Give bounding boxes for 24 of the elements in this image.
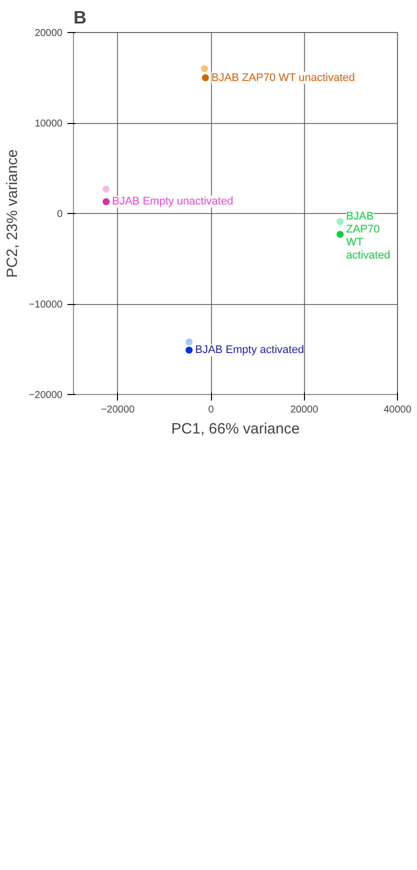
x-axis-title: PC1, 66% variance	[171, 420, 300, 438]
x-tick-label: −20000	[100, 404, 136, 416]
y-tick-label: 10000	[34, 118, 63, 130]
series-label: BJAB Empty unactivated	[112, 196, 234, 208]
point	[186, 346, 193, 354]
y-tick-label: −10000	[28, 300, 63, 310]
series-label: BJAB ZAP70 WT unactivated	[211, 72, 355, 84]
point	[336, 230, 344, 238]
point	[186, 338, 193, 346]
y-tick-label: 20000	[34, 28, 63, 39]
y-axis-title: PC2, 23% variance	[4, 149, 21, 278]
point	[336, 218, 344, 226]
series-label: BJAB ZAP70 WT activated	[346, 210, 390, 262]
point	[201, 65, 208, 72]
series-label: BJAB Empty activated	[195, 344, 304, 356]
y-tick-label: 0	[56, 209, 63, 220]
y-tick-label: −20000	[28, 390, 63, 401]
text: B	[74, 8, 86, 28]
x-tick-label: 0	[208, 404, 214, 416]
x-tick-label: 40000	[384, 404, 412, 416]
point	[102, 186, 110, 193]
point	[102, 198, 110, 206]
x-tick-label: 20000	[290, 404, 319, 416]
point	[202, 74, 209, 82]
